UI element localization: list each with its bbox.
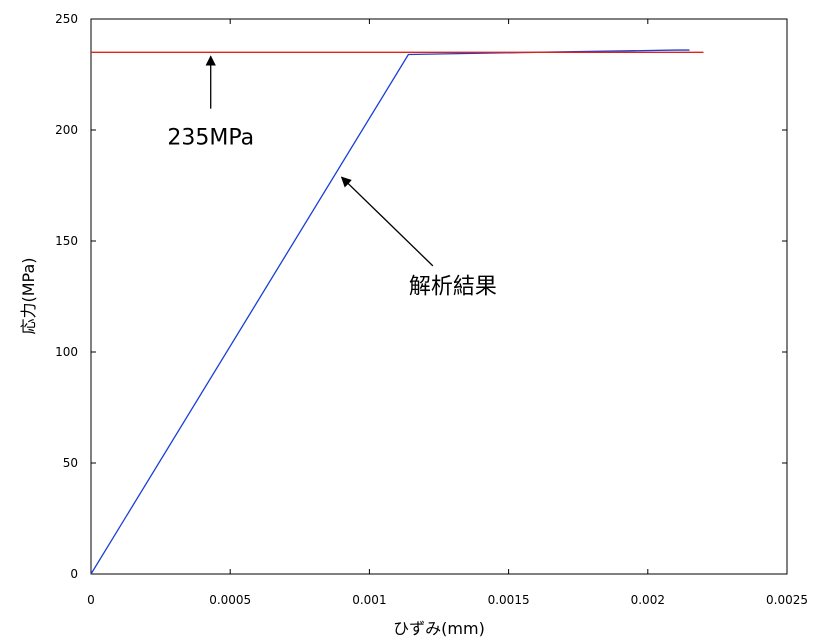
annotation-arrow [340, 176, 434, 267]
x-tick-label: 0.0025 [766, 593, 808, 607]
x-tick-label: 0.001 [352, 593, 386, 607]
x-tick-label: 0.0015 [488, 593, 530, 607]
x-tick-label: 0.002 [631, 593, 665, 607]
x-tick-label: 0 [87, 593, 95, 607]
annotation-layer: 235MPa 解析結果 [167, 55, 497, 299]
y-tick-label: 250 [55, 12, 78, 26]
y-tick-label: 0 [70, 567, 78, 581]
y-tick-label: 100 [55, 345, 78, 359]
y-tick-label: 50 [63, 456, 78, 470]
annotation-label: 解析結果 [409, 274, 497, 299]
y-axis-label: 応力(MPa) [19, 257, 38, 334]
x-axis: 0 0.0005 0.001 0.0015 0.002 0.0025 [87, 19, 808, 607]
x-tick-label: 0.0005 [209, 593, 251, 607]
y-tick-label: 150 [55, 234, 78, 248]
x-axis-label: ひずみ(mm) [393, 619, 485, 638]
series-layer [90, 49, 704, 575]
plot-area [90, 18, 788, 575]
annotation-label: 235MPa [167, 126, 254, 151]
y-axis: 0 50 100 150 200 250 [55, 12, 787, 581]
y-tick-label: 200 [55, 123, 78, 137]
